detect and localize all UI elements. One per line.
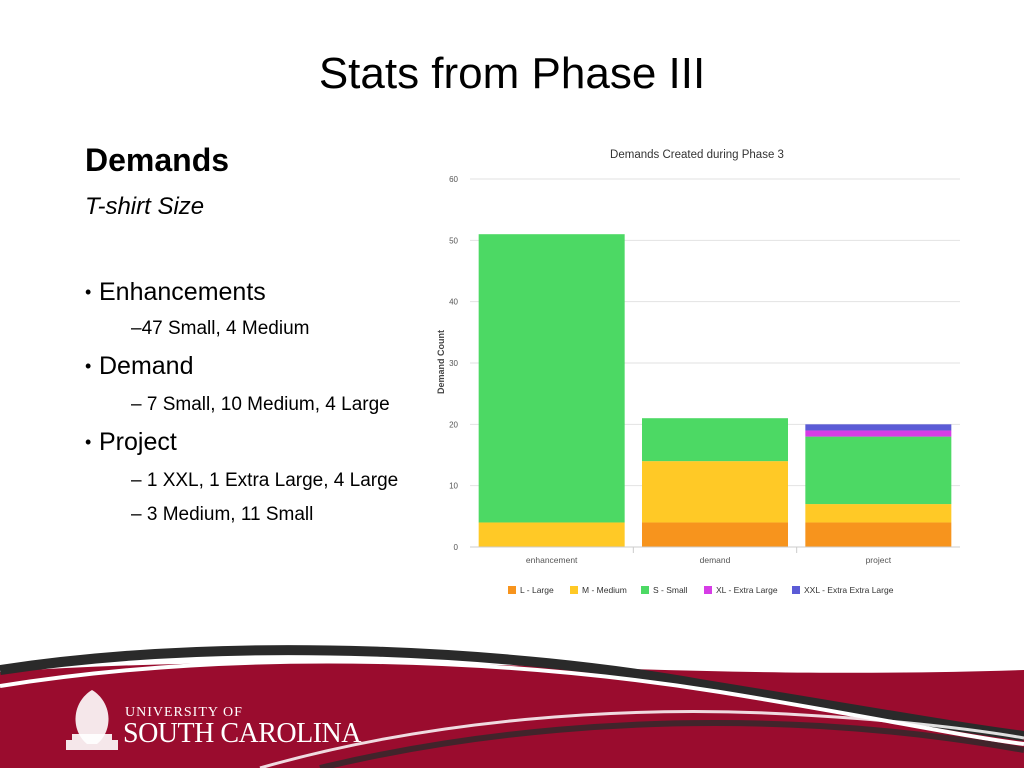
bullet-icon: • <box>85 282 92 302</box>
legend-label: XXL - Extra Extra Large <box>804 585 894 595</box>
y-tick-label: 30 <box>449 359 458 368</box>
sub-bullet: –47 Small, 4 Medium <box>131 318 310 339</box>
y-tick-label: 50 <box>449 236 458 245</box>
y-axis-label: Demand Count <box>436 330 446 394</box>
legend-swatch <box>704 586 712 594</box>
legend-label: L - Large <box>520 585 554 595</box>
bar-segment[interactable] <box>478 234 625 523</box>
y-tick-label: 10 <box>449 482 458 491</box>
y-tick-label: 60 <box>449 175 458 184</box>
legend-item[interactable]: L - Large <box>508 585 554 595</box>
section-heading: Demands <box>85 142 230 178</box>
y-tick-label: 0 <box>454 543 459 552</box>
chart-title: Demands Created during Phase 3 <box>610 149 784 161</box>
bar-segment[interactable] <box>805 504 952 523</box>
logo-wordmark-main: SOUTH CAROLINA <box>123 718 362 749</box>
legend-label: XL - Extra Large <box>716 585 778 595</box>
legend-item[interactable]: XXL - Extra Extra Large <box>792 585 894 595</box>
sub-bullet: – 3 Medium, 11 Small <box>131 504 314 525</box>
bullet-icon: • <box>85 432 92 452</box>
stacked-bar-chart: Demands Created during Phase 3 Demand Co… <box>436 149 960 595</box>
university-footer-banner <box>0 645 1024 768</box>
text-panel: Demands T-shirt Size • Enhancements –47 … <box>85 140 425 527</box>
sub-bullet: – 1 XXL, 1 Extra Large, 4 Large <box>131 470 399 491</box>
bar-segment[interactable] <box>805 424 952 431</box>
bullet-label: Project <box>99 428 177 456</box>
university-seal-icon <box>66 690 118 750</box>
y-tick-label: 20 <box>449 420 458 429</box>
bar-segment[interactable] <box>642 461 788 523</box>
bar-segment[interactable] <box>805 430 952 437</box>
legend-item[interactable]: S - Small <box>641 585 688 595</box>
slide-title: Stats from Phase III <box>318 49 706 98</box>
x-tick-label: enhancement <box>526 555 578 565</box>
legend-swatch <box>641 586 649 594</box>
bullet-item: • Demand <box>85 351 425 381</box>
section-subheading: T-shirt Size <box>85 193 205 220</box>
legend-swatch <box>570 586 578 594</box>
legend-item[interactable]: M - Medium <box>570 585 627 595</box>
bullet-list: • Enhancements –47 Small, 4 Medium • Dem… <box>85 277 425 527</box>
sub-bullet: – 7 Small, 10 Medium, 4 Large <box>131 394 390 415</box>
legend-label: M - Medium <box>582 585 627 595</box>
legend-swatch <box>792 586 800 594</box>
bar-segment[interactable] <box>805 436 952 505</box>
legend-item[interactable]: XL - Extra Large <box>704 585 778 595</box>
legend-label: S - Small <box>653 585 688 595</box>
bar-segment[interactable] <box>805 522 952 547</box>
bullet-label: Enhancements <box>99 278 266 306</box>
x-tick-label: project <box>866 555 892 565</box>
bullet-item: • Project <box>85 427 425 457</box>
x-tick-label: demand <box>700 555 731 565</box>
legend-swatch <box>508 586 516 594</box>
bullet-icon: • <box>85 356 92 376</box>
bar-segment[interactable] <box>478 522 625 547</box>
bullet-item: • Enhancements <box>85 277 425 307</box>
y-tick-label: 40 <box>449 298 458 307</box>
bar-segment[interactable] <box>642 418 788 462</box>
bullet-label: Demand <box>99 352 194 380</box>
bar-segment[interactable] <box>642 522 788 547</box>
logo-wordmark-top: UNIVERSITY OF <box>125 705 243 720</box>
